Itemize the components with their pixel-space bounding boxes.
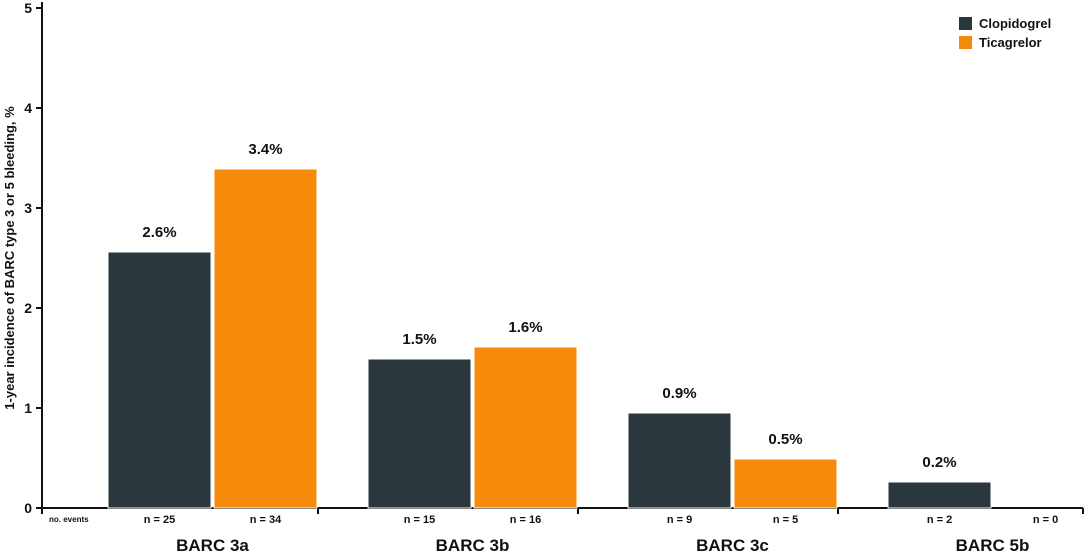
event-count-label: n = 2 bbox=[927, 514, 952, 526]
bar-clopidogrel bbox=[107, 251, 212, 509]
bars bbox=[107, 168, 992, 509]
legend-swatch bbox=[959, 17, 972, 30]
legend: Clopidogrel Ticagrelor bbox=[959, 16, 1051, 50]
y-axis-title: 1-year incidence of BARC type 3 or 5 ble… bbox=[2, 106, 17, 410]
y-tick-label: 4 bbox=[24, 100, 32, 116]
category-label: BARC 3a bbox=[176, 536, 249, 554]
bar-value-label: 0.9% bbox=[662, 385, 696, 402]
y-tick-label: 5 bbox=[24, 0, 32, 16]
legend-label: Clopidogrel bbox=[979, 16, 1051, 31]
bar-clopidogrel bbox=[367, 358, 472, 509]
bar-value-label: 2.6% bbox=[142, 224, 176, 241]
event-count-label: n = 34 bbox=[250, 514, 282, 526]
events-row-label: no. events bbox=[49, 515, 89, 524]
bar-ticagrelor bbox=[733, 458, 838, 509]
bar-value-label: 0.2% bbox=[922, 454, 956, 471]
event-count-label: n = 25 bbox=[144, 514, 176, 526]
event-count-label: n = 15 bbox=[404, 514, 436, 526]
bar-value-label: 1.6% bbox=[508, 319, 542, 336]
event-count-label: n = 16 bbox=[510, 514, 542, 526]
bar-value-label: 1.5% bbox=[402, 331, 436, 348]
bar-ticagrelor bbox=[473, 346, 578, 509]
event-count-label: n = 5 bbox=[773, 514, 798, 526]
y-tick-label: 0 bbox=[24, 500, 32, 516]
bar-clopidogrel bbox=[627, 412, 732, 509]
legend-swatch bbox=[959, 36, 972, 49]
category-label: BARC 3c bbox=[696, 536, 769, 554]
bar-clopidogrel bbox=[887, 481, 992, 509]
y-tick-label: 1 bbox=[24, 400, 32, 416]
bar-value-label: 3.4% bbox=[248, 141, 282, 158]
category-label: BARC 3b bbox=[436, 536, 510, 554]
event-count-label: n = 0 bbox=[1033, 514, 1058, 526]
y-tick-label: 3 bbox=[24, 200, 32, 216]
event-count-label: n = 9 bbox=[667, 514, 692, 526]
y-axis: 0 1 2 3 4 5 bbox=[24, 0, 43, 516]
category-label: BARC 5b bbox=[956, 536, 1030, 554]
bar-value-label: 0.5% bbox=[768, 431, 802, 448]
bar-ticagrelor bbox=[213, 168, 318, 509]
y-tick-label: 2 bbox=[24, 300, 32, 316]
legend-label: Ticagrelor bbox=[979, 35, 1042, 50]
